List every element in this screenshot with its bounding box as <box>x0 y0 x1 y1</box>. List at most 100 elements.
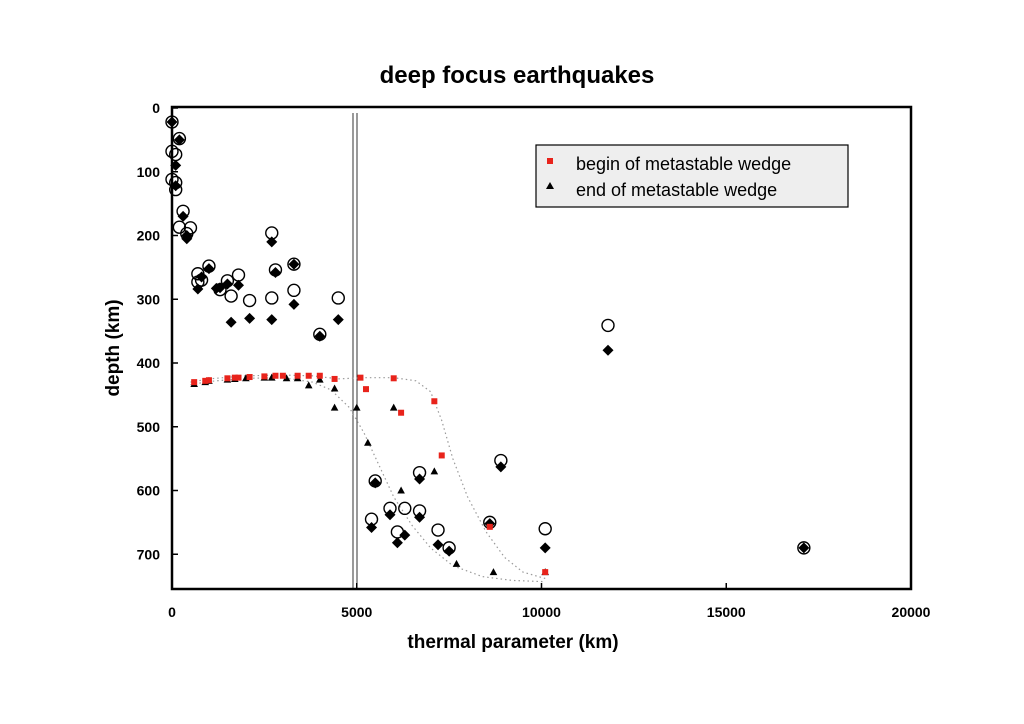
diamond-point <box>432 539 444 551</box>
diamond-point <box>369 477 381 489</box>
wedge-begin-point <box>231 374 238 381</box>
diamond-point <box>414 473 426 485</box>
wedge-end-point <box>267 373 276 381</box>
diamond-point <box>221 278 233 290</box>
diamond-point <box>495 461 507 473</box>
y-tick-label: 700 <box>137 546 161 562</box>
wedge-end-point <box>304 381 313 389</box>
wedge-end-point <box>397 486 405 494</box>
wedge-begin-point <box>246 374 253 381</box>
diamond-point <box>288 298 300 310</box>
diamond-point <box>391 537 403 549</box>
wedge-begin-point <box>191 379 198 386</box>
diamond-point <box>214 282 226 294</box>
wedge-begin-point <box>316 372 323 379</box>
diamond-point <box>266 236 278 248</box>
diamond-point <box>288 258 300 270</box>
data-marks <box>165 115 811 576</box>
open-circle-point <box>331 291 345 305</box>
wedge-begin-point <box>398 409 405 416</box>
open-circle-point <box>265 291 279 305</box>
x-tick-label: 10000 <box>522 604 561 620</box>
legend-marker-end <box>546 182 554 189</box>
y-tick-label: 600 <box>137 483 161 499</box>
wedge-begin-point <box>294 372 301 379</box>
diamond-point <box>177 210 189 222</box>
y-tick-label: 400 <box>137 355 161 371</box>
wedge-begin-point <box>542 569 549 576</box>
wedge-end-point <box>452 559 461 567</box>
diamond-point <box>196 271 208 283</box>
open-circle-point <box>242 293 257 308</box>
wedge-begin-point <box>272 372 279 379</box>
diamond-point <box>225 316 237 328</box>
open-circle-point <box>165 115 179 129</box>
legend-box <box>535 144 849 208</box>
wedge-begin-point <box>331 375 338 382</box>
diamond-point <box>602 344 614 356</box>
y-tick-label: 0 <box>152 100 160 116</box>
x-tick-label: 15000 <box>707 604 746 620</box>
x-tick-label: 5000 <box>341 604 372 620</box>
wedge-begin-point <box>279 372 286 379</box>
wedge-begin-point <box>305 372 312 379</box>
diamond-point <box>170 159 182 171</box>
wedge-begin-point <box>261 373 268 380</box>
open-circle-point <box>797 541 811 555</box>
diamond-point <box>414 511 426 523</box>
diamond-point <box>399 529 411 541</box>
open-circle-point <box>287 257 301 271</box>
diamond-point <box>170 180 182 192</box>
diamond-point <box>244 312 256 324</box>
wedge-begin-point <box>362 386 369 393</box>
diamond-point <box>203 263 215 275</box>
y-tick-label: 100 <box>137 164 161 180</box>
wedge-end-point <box>330 403 339 411</box>
diamond-point <box>314 330 326 342</box>
diamond-point <box>173 134 185 146</box>
open-circle-point <box>431 523 445 537</box>
diamond-point <box>166 116 178 128</box>
wedge-begin-point <box>438 452 445 459</box>
wedge-begin-point <box>431 398 438 405</box>
open-circle-point <box>172 220 187 234</box>
diamond-point <box>366 521 378 533</box>
wedge-end-point <box>430 467 439 475</box>
y-tick-label: 200 <box>137 228 161 244</box>
y-axis: 0 100 200 300 400 500 600 700 <box>137 100 178 562</box>
diamond-point <box>269 266 281 278</box>
wedge-begin-point <box>390 375 397 382</box>
wedge-end-point <box>316 375 324 383</box>
legend-marker-begin <box>547 158 553 164</box>
x-tick-label: 0 <box>168 604 176 620</box>
wedge-begin-point <box>235 374 242 381</box>
wedge-begin-point <box>224 375 231 382</box>
wedge-begin-point <box>205 377 212 384</box>
open-circle-point <box>538 522 552 536</box>
legend-label-begin: begin of metastable wedge <box>576 154 791 174</box>
open-circle-point <box>231 268 246 282</box>
open-circle-point <box>601 318 615 333</box>
wedge-end-point <box>282 374 291 382</box>
trend-curves <box>190 374 546 583</box>
y-tick-label: 500 <box>137 419 161 435</box>
y-tick-label: 300 <box>137 291 161 307</box>
open-circle-point <box>165 144 179 159</box>
diamond-point <box>384 509 396 521</box>
open-circle-point <box>287 283 301 298</box>
x-axis-label: thermal parameter (km) <box>407 632 618 653</box>
trend-curve <box>190 374 546 580</box>
wedge-end-point <box>389 403 398 411</box>
x-tick-label: 20000 <box>892 604 931 620</box>
chart-title: deep focus earthquakes <box>380 62 655 89</box>
diamond-point <box>332 314 344 326</box>
wedge-end-point <box>352 403 361 411</box>
diamond-point <box>443 545 455 557</box>
legend: begin of metastable wedge end of metasta… <box>535 144 849 208</box>
diamond-point <box>233 279 245 291</box>
diamond-point <box>181 233 193 245</box>
wedge-begin-point <box>486 523 493 530</box>
wedge-end-point <box>330 384 339 392</box>
open-circle-point <box>224 289 238 303</box>
